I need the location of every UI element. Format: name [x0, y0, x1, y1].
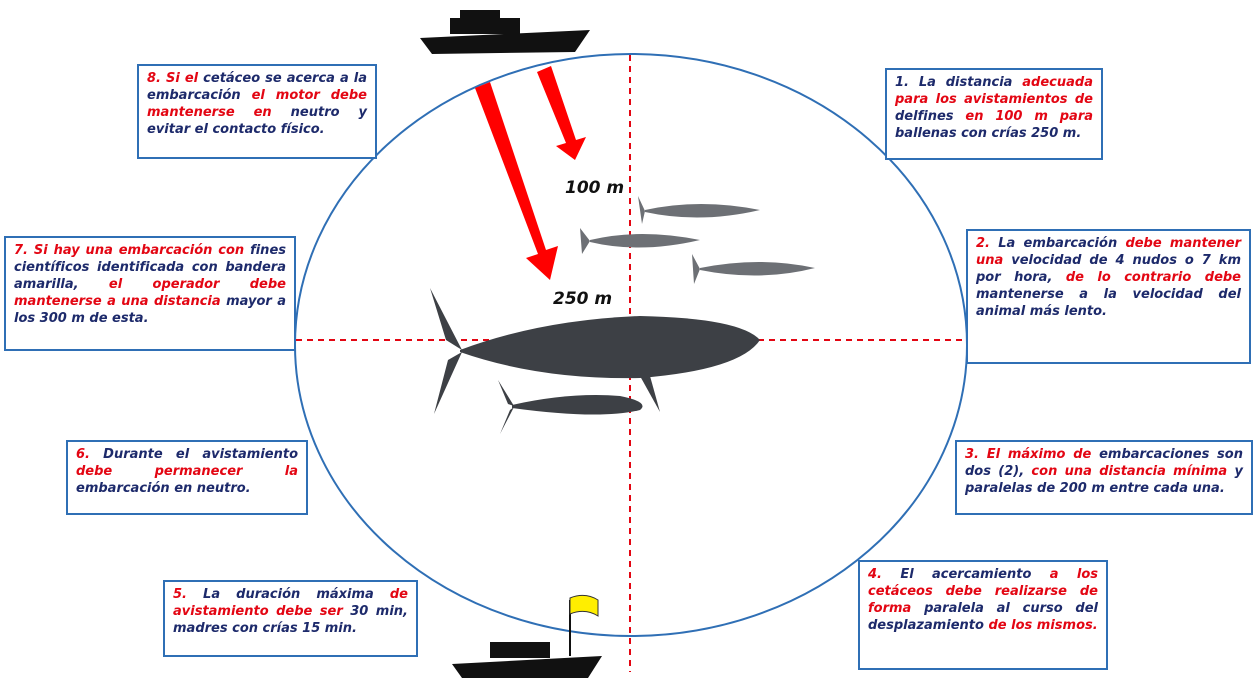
- arrows: [475, 66, 586, 280]
- rule-text: 6.: [76, 447, 90, 462]
- page: 100 m 250 m 8. Si el cetáceo se acerca a…: [0, 0, 1255, 678]
- distance-label: 250 m: [553, 289, 612, 309]
- rule-text: 5.: [173, 587, 187, 602]
- boat-top: [420, 10, 590, 54]
- rule-box: 2. La embarcación debe mantener una velo…: [966, 229, 1251, 364]
- rule-text: de lo contrario debe: [1052, 270, 1241, 285]
- rule-text: El acercamiento: [882, 567, 1050, 582]
- rule-text: Durante el avistamiento: [90, 447, 298, 462]
- rule-box: 3. El máximo de embarcaciones son dos (2…: [955, 440, 1253, 515]
- rule-box: 4. El acercamiento a los cetáceos debe r…: [858, 560, 1108, 670]
- rule-text: debe permanecer la: [76, 464, 298, 479]
- rule-text: 3. El máximo de: [965, 447, 1091, 462]
- rule-text: 4.: [868, 567, 882, 582]
- rule-text: mantenerse a la velocidad del animal más…: [976, 287, 1241, 319]
- dolphins: [580, 196, 815, 284]
- rule-text: La embarcación: [990, 236, 1125, 251]
- whale-calf: [498, 380, 643, 434]
- rule-text: La duración máxima: [187, 587, 390, 602]
- rule-text: en 100 m para: [965, 109, 1093, 124]
- rule-text: con una distancia mínima: [1024, 464, 1227, 479]
- rule-box: 8. Si el cetáceo se acerca a la embarcac…: [137, 64, 377, 159]
- rule-text: embarcación en neutro.: [76, 481, 251, 496]
- rule-text: 7. Si hay una embarcación con: [14, 243, 244, 258]
- distance-label: 100 m: [565, 178, 624, 198]
- rule-text: 2.: [976, 236, 990, 251]
- rule-box: 6. Durante el avistamiento debe permanec…: [66, 440, 308, 515]
- rule-text: 8. Si el: [147, 71, 198, 86]
- rule-box: 7. Si hay una embarcación con fines cien…: [4, 236, 296, 351]
- rule-text: delfines: [895, 109, 965, 124]
- rule-text: ballenas con crías 250 m.: [895, 126, 1081, 141]
- rule-text: 1. La distancia: [895, 75, 1022, 90]
- rule-text: de los mismos.: [988, 618, 1097, 633]
- rule-box: 1. La distancia adecuada para los avista…: [885, 68, 1103, 160]
- boat-bottom: [452, 595, 602, 678]
- rule-box: 5. La duración máxima de avistamiento de…: [163, 580, 418, 657]
